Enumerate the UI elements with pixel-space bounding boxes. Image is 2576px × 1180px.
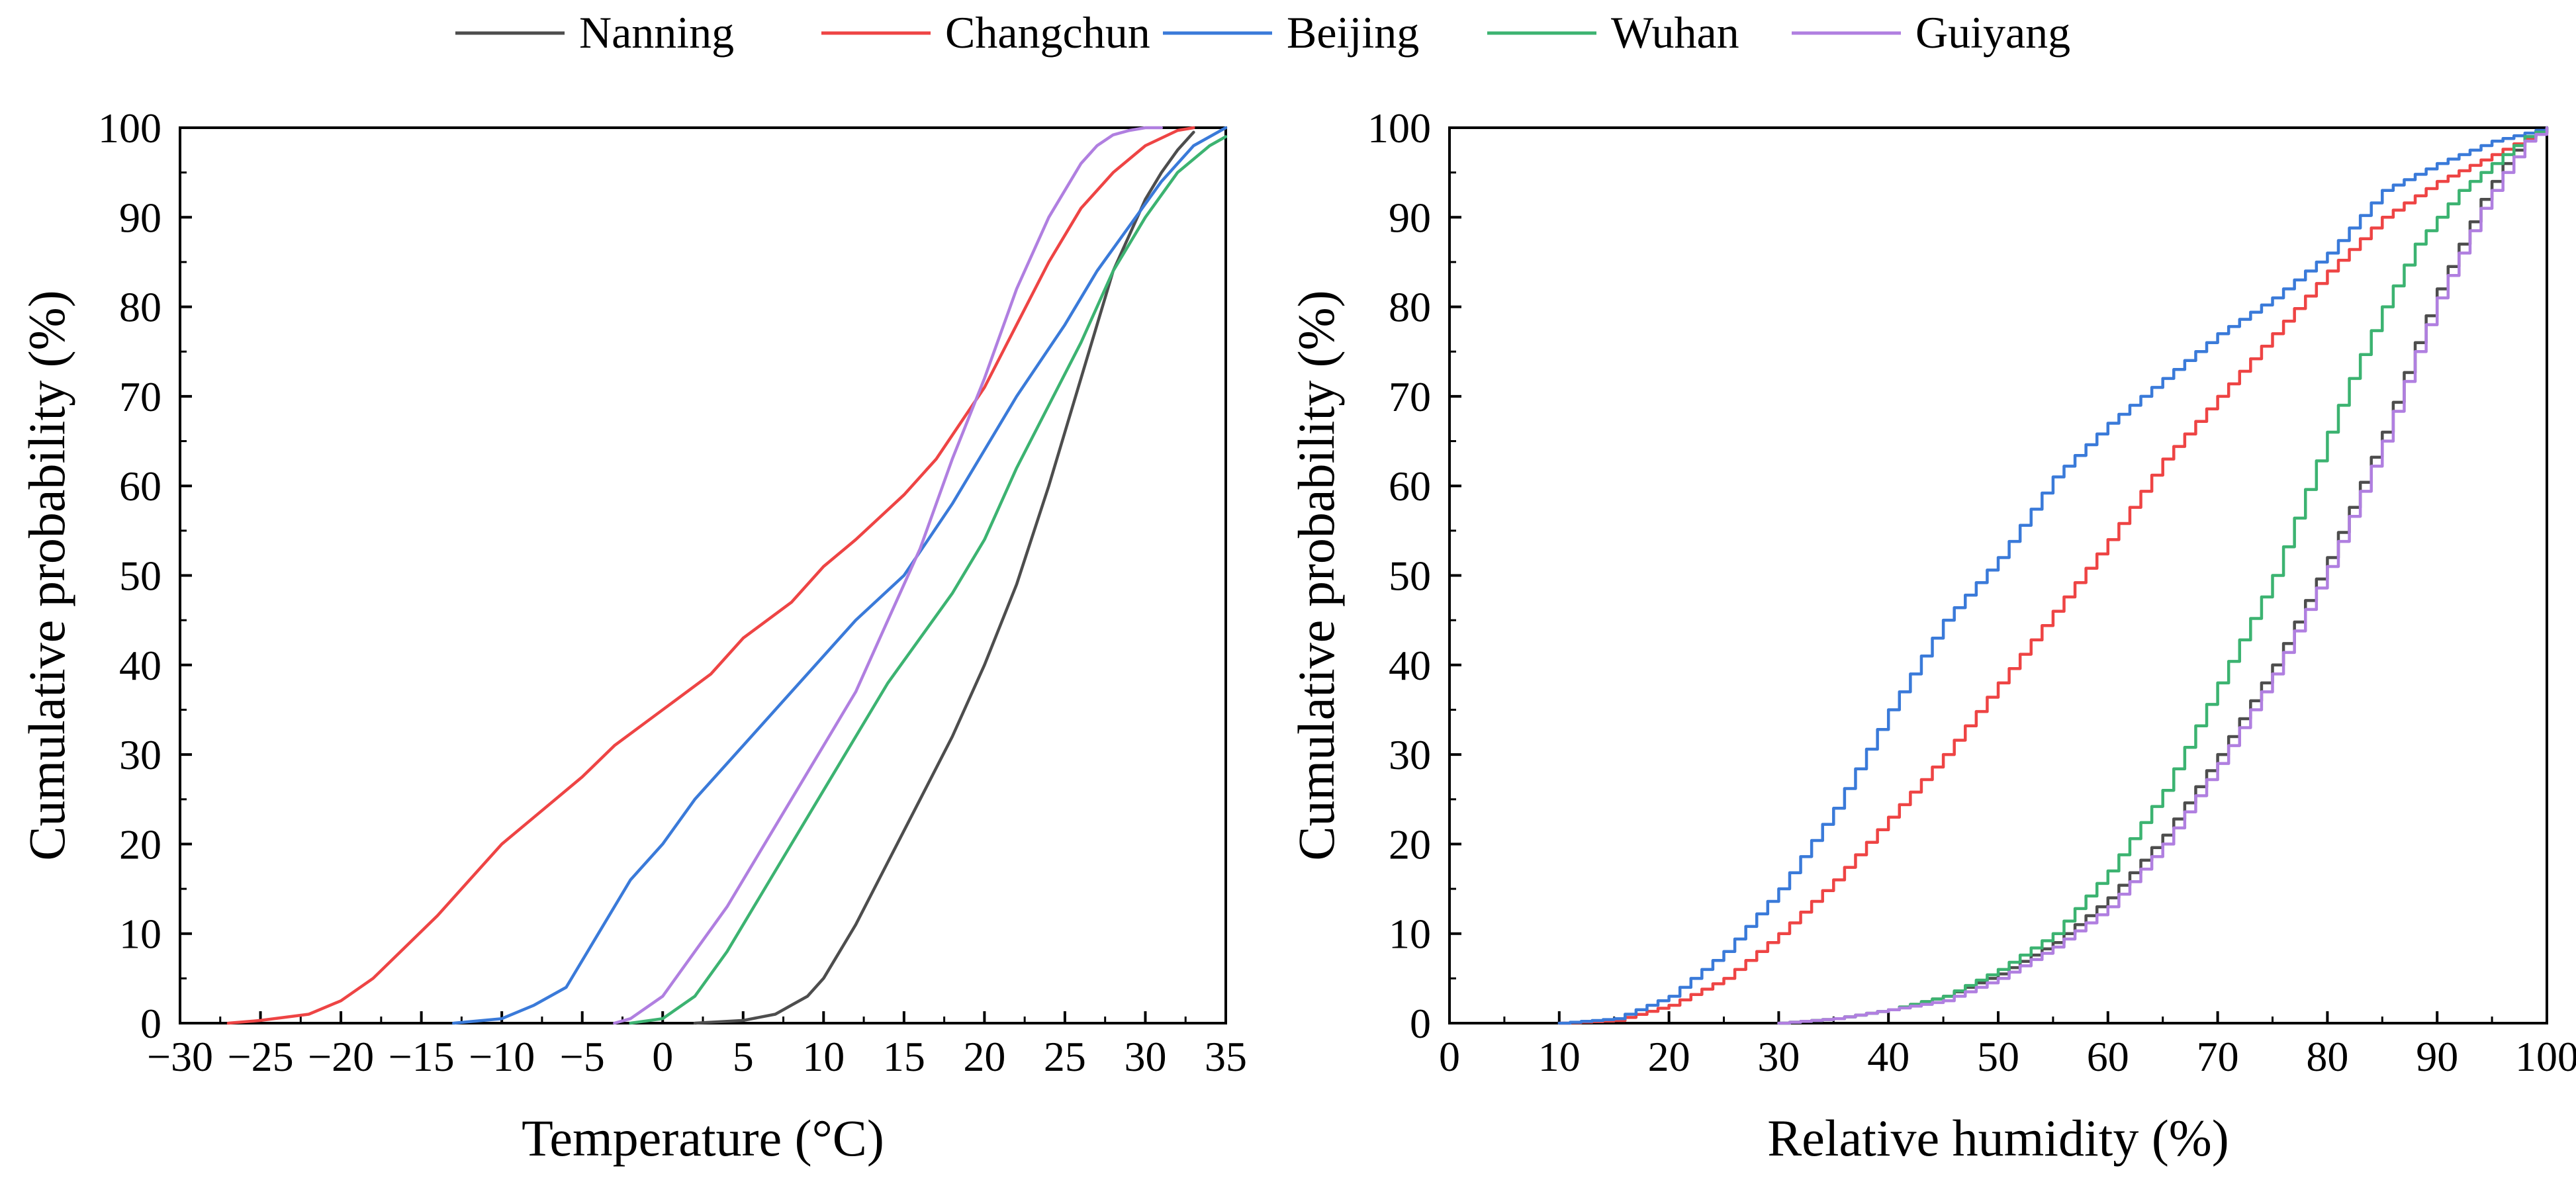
plot-frame [1448, 126, 2548, 1024]
y-tick-label: 80 [1389, 284, 1431, 331]
y-tick-label: 0 [140, 1000, 161, 1047]
series-line-changchun [1557, 126, 2549, 1025]
plot-frame [179, 126, 1227, 1024]
temperature-chart: −30 −25 −20 −15 −10 −5 0 5 10 15 20 25 30 35 0 10 20 30 40… [18, 105, 1247, 1167]
legend-label-wuhan: Wuhan [1611, 7, 1739, 58]
y-tick-label: 30 [119, 731, 161, 778]
x-tick-label: 0 [652, 1033, 673, 1080]
legend-item-wuhan: Wuhan [1487, 7, 1739, 58]
y-axis: 0 10 20 30 40 50 60 70 80 90 100 [98, 105, 192, 1047]
series-line-wuhan [629, 135, 1228, 1025]
x-axis-label: Temperature (°C) [522, 1109, 884, 1167]
y-tick-label: 60 [119, 463, 161, 510]
x-tick-label: 0 [1439, 1033, 1460, 1080]
x-axis: −30 −25 −20 −15 −10 −5 0 5 10 15 20 25 30 35 [147, 1011, 1247, 1080]
series-line-guiyang [613, 126, 1164, 1025]
x-tick-label: 100 [2515, 1033, 2576, 1080]
series-line-nanning [693, 130, 1195, 1025]
x-tick-label: 20 [963, 1033, 1005, 1080]
x-tick-label: 15 [883, 1033, 925, 1080]
y-tick-label: 80 [119, 284, 161, 331]
y-tick-label: 100 [98, 105, 161, 152]
legend-label-nanning: Nanning [579, 7, 734, 58]
y-tick-label: 90 [1389, 194, 1431, 241]
x-tick-label: 30 [1124, 1033, 1166, 1080]
x-tick-label: 10 [802, 1033, 845, 1080]
legend-item-guiyang: Guiyang [1792, 7, 2070, 58]
y-tick-label: 30 [1389, 731, 1431, 778]
series-line-wuhan [1777, 126, 2549, 1025]
legend-item-changchun: Changchun [821, 7, 1150, 58]
x-tick-label: 25 [1044, 1033, 1086, 1080]
y-tick-label: 40 [1389, 642, 1431, 689]
x-tick-label: 30 [1757, 1033, 1800, 1080]
y-tick-label: 10 [1389, 911, 1431, 958]
y-tick-label: 50 [1389, 553, 1431, 600]
x-tick-label: −20 [308, 1033, 374, 1080]
y-tick-label: 20 [119, 821, 161, 868]
x-tick-label: 35 [1205, 1033, 1247, 1080]
x-tick-label: −30 [147, 1033, 213, 1080]
legend-item-nanning: Nanning [455, 7, 734, 58]
y-axis: 0 10 20 30 40 50 60 70 80 90 100 [1367, 105, 1461, 1047]
y-tick-label: 40 [119, 642, 161, 689]
y-tick-label: 60 [1389, 463, 1431, 510]
legend: Nanning Changchun Beijing Wuhan Guiyang [455, 7, 2070, 58]
x-tick-label: −15 [389, 1033, 455, 1080]
series-line-nanning [1777, 126, 2549, 1025]
series-group [226, 126, 1228, 1025]
x-tick-label: −10 [469, 1033, 535, 1080]
legend-label-beijing: Beijing [1287, 7, 1419, 58]
y-axis-label: Cumulative probability (%) [18, 290, 75, 860]
x-tick-label: −5 [560, 1033, 605, 1080]
legend-item-beijing: Beijing [1163, 7, 1419, 58]
humidity-chart: 0 10 20 30 40 50 60 70 80 90 100 0 10 20 30 40 50 60 70 80 9… [1287, 105, 2576, 1167]
y-axis-label: Cumulative probability (%) [1287, 290, 1345, 860]
series-line-changchun [226, 126, 1195, 1025]
x-axis: 0 10 20 30 40 50 60 70 80 90 100 [1439, 1011, 2576, 1080]
x-tick-label: 80 [2306, 1033, 2348, 1080]
y-tick-label: 100 [1367, 105, 1431, 152]
series-group [1557, 126, 2549, 1025]
x-tick-label: 50 [1977, 1033, 2019, 1080]
y-tick-label: 70 [1389, 373, 1431, 420]
x-axis-label: Relative humidity (%) [1767, 1109, 2229, 1167]
x-tick-label: 90 [2416, 1033, 2458, 1080]
y-tick-label: 20 [1389, 821, 1431, 868]
y-tick-label: 90 [119, 194, 161, 241]
series-line-beijing [451, 126, 1228, 1025]
y-tick-label: 70 [119, 373, 161, 420]
y-tick-label: 10 [119, 911, 161, 958]
y-tick-label: 50 [119, 553, 161, 600]
legend-label-guiyang: Guiyang [1915, 7, 2070, 58]
x-tick-label: 40 [1867, 1033, 1909, 1080]
x-tick-label: −25 [227, 1033, 293, 1080]
x-tick-label: 70 [2197, 1033, 2239, 1080]
x-tick-label: 10 [1538, 1033, 1581, 1080]
x-tick-label: 60 [2087, 1033, 2129, 1080]
series-line-beijing [1557, 126, 2549, 1025]
x-tick-label: 5 [733, 1033, 754, 1080]
y-tick-label: 0 [1410, 1000, 1431, 1047]
x-tick-label: 20 [1648, 1033, 1690, 1080]
legend-label-changchun: Changchun [945, 7, 1150, 58]
series-line-guiyang [1777, 126, 2549, 1025]
